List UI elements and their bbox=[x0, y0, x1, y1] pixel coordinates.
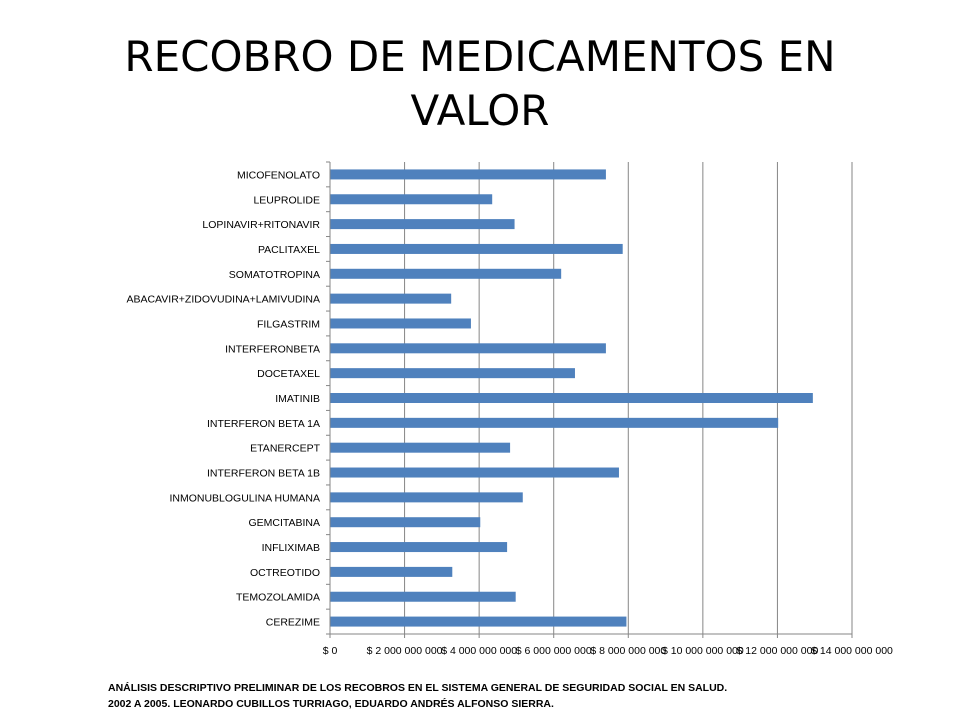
x-tick-label-6: $ 12 000 000 000 bbox=[737, 645, 819, 657]
bar-1 bbox=[330, 194, 493, 205]
bar-12 bbox=[330, 467, 619, 478]
y-tick-label-15: INFLIXIMAB bbox=[262, 542, 320, 554]
bar-0 bbox=[330, 169, 606, 180]
x-tick-label-1: $ 2 000 000 000 bbox=[367, 645, 443, 657]
bar-5 bbox=[330, 293, 452, 304]
bar-18 bbox=[330, 616, 627, 627]
y-tick-label-9: IMATINIB bbox=[275, 393, 320, 405]
y-tick-label-0: MICOFENOLATO bbox=[237, 169, 320, 181]
page-title: RECOBRO DE MEDICAMENTOS EN VALOR bbox=[124, 32, 836, 135]
y-tick-label-12: INTERFERON BETA 1B bbox=[207, 468, 320, 480]
bar-7 bbox=[330, 343, 606, 354]
y-tick-label-4: SOMATOTROPINA bbox=[229, 269, 320, 281]
x-tick-label-3: $ 6 000 000 000 bbox=[516, 645, 592, 657]
footnote-line-1: ANÁLISIS DESCRIPTIVO PRELIMINAR DE LOS R… bbox=[108, 682, 728, 694]
bar-14 bbox=[330, 517, 481, 528]
bar-13 bbox=[330, 492, 523, 503]
bar-11 bbox=[330, 442, 511, 453]
y-tick-label-17: TEMOZOLAMIDA bbox=[236, 592, 320, 604]
footnote-line-2: 2002 A 2005. LEONARDO CUBILLOS TURRIAGO,… bbox=[108, 698, 554, 710]
y-tick-label-16: OCTREOTIDO bbox=[250, 567, 320, 579]
bar-3 bbox=[330, 243, 623, 254]
bar-16 bbox=[330, 566, 453, 577]
x-tick-label-0: $ 0 bbox=[323, 645, 338, 657]
y-tick-label-3: PACLITAXEL bbox=[258, 244, 320, 256]
bar-8 bbox=[330, 368, 575, 379]
y-tick-label-10: INTERFERON BETA 1A bbox=[207, 418, 320, 430]
bar-10 bbox=[330, 417, 779, 428]
bar-17 bbox=[330, 591, 516, 602]
x-tick-label-5: $ 10 000 000 000 bbox=[662, 645, 744, 657]
y-tick-label-1: LEUPROLIDE bbox=[253, 194, 320, 206]
y-tick-label-13: INMONUBLOGULINA HUMANA bbox=[169, 492, 320, 504]
y-tick-label-14: GEMCITABINA bbox=[248, 517, 320, 529]
source-footnote: ANÁLISIS DESCRIPTIVO PRELIMINAR DE LOS R… bbox=[108, 680, 908, 712]
y-tick-label-7: INTERFERONBETA bbox=[225, 343, 320, 355]
y-tick-label-11: ETANERCEPT bbox=[250, 443, 320, 455]
y-tick-label-6: FILGASTRIM bbox=[257, 318, 320, 330]
x-tick-label-7: $ 14 000 000 000 bbox=[811, 645, 893, 657]
bar-6 bbox=[330, 318, 471, 329]
x-tick-label-4: $ 8 000 000 000 bbox=[590, 645, 666, 657]
x-tick-label-2: $ 4 000 000 000 bbox=[441, 645, 517, 657]
bar-4 bbox=[330, 268, 562, 279]
y-tick-label-5: ABACAVIR+ZIDOVUDINA+LAMIVUDINA bbox=[126, 294, 320, 306]
bar-9 bbox=[330, 393, 813, 403]
bar-15 bbox=[330, 542, 508, 553]
bar-2 bbox=[330, 219, 515, 230]
y-tick-label-8: DOCETAXEL bbox=[257, 368, 320, 380]
y-tick-label-18: CEREZIME bbox=[266, 617, 320, 629]
y-tick-label-2: LOPINAVIR+RITONAVIR bbox=[202, 219, 320, 231]
